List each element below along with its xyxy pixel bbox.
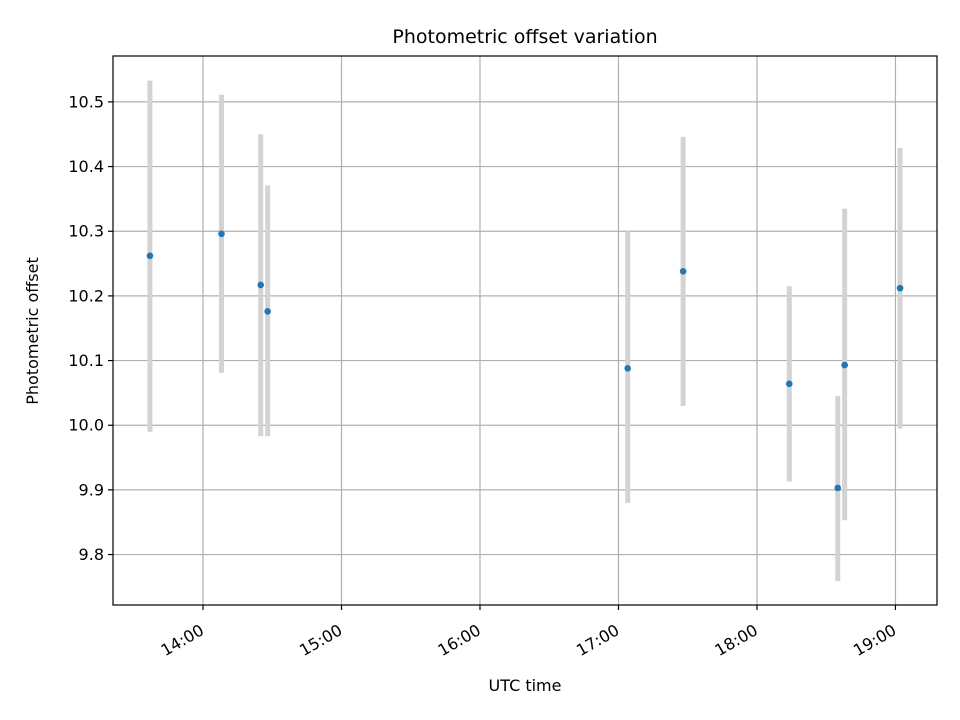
data-point [624,365,632,372]
data-point [218,230,225,238]
y-tick-label: 10.5 [68,92,104,111]
grid [113,56,937,605]
y-tick-label: 10.1 [68,351,104,370]
data-points [146,230,904,492]
data-point [785,380,793,388]
data-point [146,252,154,260]
y-tick-label: 10.2 [68,286,104,305]
y-tick-label: 10.3 [68,222,104,241]
data-point [264,308,271,315]
y-tick-label: 9.8 [79,545,104,564]
x-axis-label: UTC time [489,676,562,695]
data-point [834,484,842,492]
data-point [679,268,687,275]
data-point [896,284,904,292]
y-axis-label: Photometric offset [23,257,42,405]
y-tick-label: 10.4 [68,157,104,176]
y-axis-ticks: 9.8 9.9 10.0 10.1 10.2 10.3 10.4 10.5 [68,92,113,564]
chart-title: Photometric offset variation [392,26,657,48]
plot-frame [112,55,938,606]
data-point [257,281,265,289]
y-tick-label: 9.9 [79,480,104,499]
data-point [841,361,848,369]
y-tick-label: 10.0 [68,416,104,435]
